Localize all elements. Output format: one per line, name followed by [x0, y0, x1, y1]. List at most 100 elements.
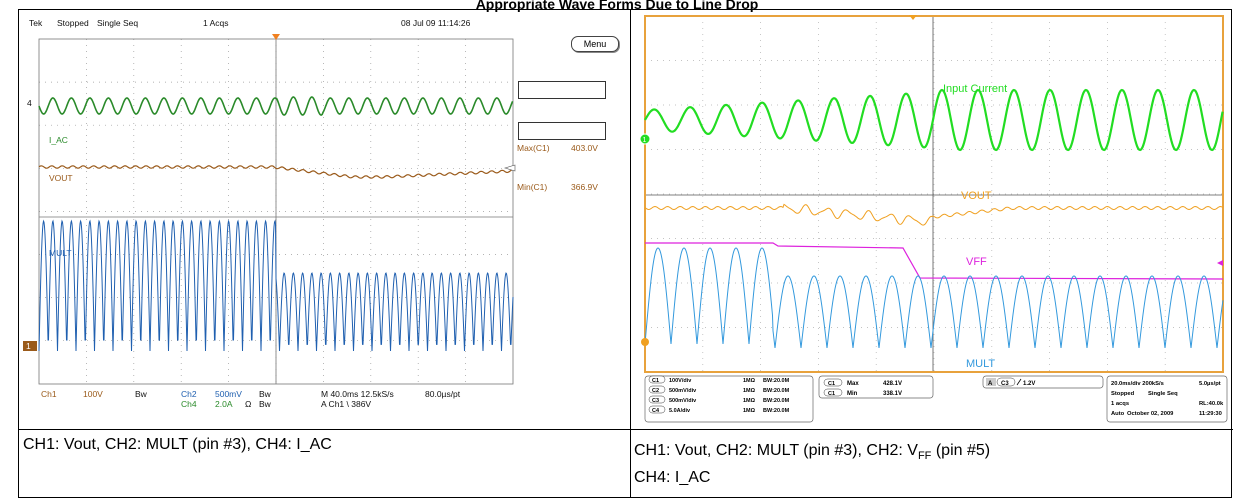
acq-auto: Auto: [1111, 411, 1125, 417]
mult-label-right: MULT: [966, 358, 995, 370]
ch4-footer: Ch4: [181, 399, 197, 409]
figure-table: Tek Stopped Single Seq 1 Acqs 08 Jul 09 …: [18, 9, 1233, 498]
page-title: Appropriate Wave Forms Due to Line Drop: [475, 0, 759, 12]
measure-box-2: [518, 122, 606, 140]
trigger-level: 1.2V: [1023, 381, 1035, 387]
acq-mode: Single Seq: [1148, 391, 1178, 397]
column-divider: [630, 10, 631, 497]
acq-rl: RL:40.0k: [1199, 401, 1224, 407]
ch2-scale: 500mV: [215, 389, 242, 399]
max-ch: C1: [828, 381, 835, 387]
timebase: M 40.0ms 12.5kS/s: [321, 389, 394, 399]
trigger-ch: C3: [1001, 381, 1009, 387]
vout-trace-right: [644, 203, 1224, 226]
min-label: Min(C1): [517, 182, 547, 192]
right-caption-line2: CH4: I_AC: [634, 469, 711, 486]
acq-date: October 02, 2009: [1127, 411, 1174, 417]
max-label: Max(C1): [517, 143, 550, 153]
mult-trace-right: [644, 247, 1224, 349]
channel-badge: [648, 395, 666, 404]
vout-label: VOUT: [49, 173, 73, 183]
trigger-a: A: [988, 381, 993, 387]
left-caption-divider: [19, 429, 630, 430]
min-value-right: 338.1V: [883, 391, 902, 397]
channel-scale: 5.0A/div: [669, 408, 691, 414]
ch4-bw: Bw: [259, 399, 272, 409]
measure-box-1: [518, 81, 606, 99]
max-label-right: Max: [847, 381, 859, 387]
channel-impedance: 1MΩ: [743, 378, 756, 384]
iac-label: I_AC: [49, 135, 68, 145]
channel-badge: [648, 375, 666, 384]
scope-brand: Tek: [29, 18, 43, 28]
ch1-scale: 100V: [83, 389, 103, 399]
input-current-label: Input Current: [943, 83, 1007, 95]
measurement-panel: C1 Max 428.1V C1 Min 338.1V: [818, 375, 934, 399]
mult-trace: [38, 219, 514, 352]
ch1-ground-marker-text: 1: [643, 137, 647, 144]
scope-datetime: 08 Jul 09 11:14:26: [401, 18, 471, 28]
ch1-marker: 1: [26, 341, 31, 351]
channel-scale: 500mV/div: [669, 398, 697, 404]
right-scope-svg: 1 Input Current VOUT VFF MULT C1 100V/div…: [639, 15, 1228, 423]
trigger-readout: A Ch1 \ 386V: [321, 399, 371, 409]
right-screen-frame: [644, 15, 1224, 373]
acq-timebase: 20.0ms/div 200kS/s: [1111, 381, 1164, 387]
acq-pt: 5.0µs/pt: [1199, 381, 1221, 387]
left-scope-screenshot: Tek Stopped Single Seq 1 Acqs 08 Jul 09 …: [23, 14, 626, 424]
channel-id: C3: [652, 398, 659, 404]
min-value: 366.9V: [571, 182, 598, 192]
acquisition-panel: 20.0ms/div 200kS/s 5.0µs/pt Stopped Sing…: [1106, 375, 1228, 423]
ch1-marker-bg: [23, 341, 37, 351]
ch1-bw: Bw: [135, 389, 148, 399]
channel-scale: 500mV/div: [669, 388, 697, 394]
max-value-right: 428.1V: [883, 381, 902, 387]
channel-badge: [648, 405, 666, 414]
sample-period: 80.0µs/pt: [425, 389, 461, 399]
ch4-scale: 2.0A: [215, 399, 233, 409]
channel-id: C4: [652, 408, 660, 414]
menu-button[interactable]: Menu: [571, 36, 619, 52]
scope-acqs: 1 Acqs: [203, 18, 229, 28]
channel-impedance: 1MΩ: [743, 388, 756, 394]
acq-time: 11:29:30: [1199, 411, 1222, 417]
ch4-marker: 4: [27, 98, 32, 108]
right-caption-b: (pin #5): [931, 442, 991, 459]
input-current-trace: [644, 88, 1224, 152]
channel-settings-panel: C1 100V/div 1MΩ BW:20.0M C2 500mV/div 1MΩ BW:20…: [644, 375, 814, 423]
channel-bandwidth: BW:20.0M: [763, 408, 790, 414]
vout-label-right: VOUT: [961, 190, 992, 202]
trigger-position-marker-right: [909, 15, 917, 20]
channel-bandwidth: BW:20.0M: [763, 388, 790, 394]
vff-label: VFF: [966, 256, 987, 268]
mult-ground-marker: [641, 338, 649, 346]
vff-level-marker: [1217, 260, 1223, 266]
min-ch: C1: [828, 391, 835, 397]
trigger-position-marker: [272, 34, 280, 40]
channel-id: C2: [652, 388, 659, 394]
ch1-ground-marker-right: [639, 133, 651, 145]
scope-state: Stopped: [57, 18, 89, 28]
channel-badge: [648, 385, 666, 394]
trigger-panel: A C3 1.2V: [982, 375, 1104, 389]
vff-trace: [645, 242, 1224, 280]
right-center-axes: [645, 16, 1223, 372]
mult-label: MULT: [49, 248, 72, 258]
vout-trace: [38, 165, 514, 179]
channel-impedance: 1MΩ: [743, 408, 756, 414]
right-graticule: [645, 16, 1223, 372]
ch2-bw: Bw: [259, 389, 272, 399]
ch2-footer: Ch2: [181, 389, 197, 399]
scope-mode: Single Seq: [97, 18, 138, 28]
right-scope-screenshot: 1 Input Current VOUT VFF MULT C1 100V/div…: [633, 12, 1231, 425]
right-caption: CH1: Vout, CH2: MULT (pin #3), CH2: VFF …: [634, 442, 990, 462]
iac-trace: [38, 96, 514, 116]
acq-count: 1 acqs: [1111, 401, 1129, 407]
trigger-level-marker: [503, 164, 516, 172]
right-caption-sub: FF: [917, 450, 932, 463]
channel-impedance: 1MΩ: [743, 398, 756, 404]
left-scope-svg: Tek Stopped Single Seq 1 Acqs 08 Jul 09 …: [23, 18, 598, 409]
acq-state: Stopped: [1111, 391, 1135, 397]
left-caption: CH1: Vout, CH2: MULT (pin #3), CH4: I_AC: [23, 436, 332, 453]
channel-scale: 100V/div: [669, 378, 692, 384]
